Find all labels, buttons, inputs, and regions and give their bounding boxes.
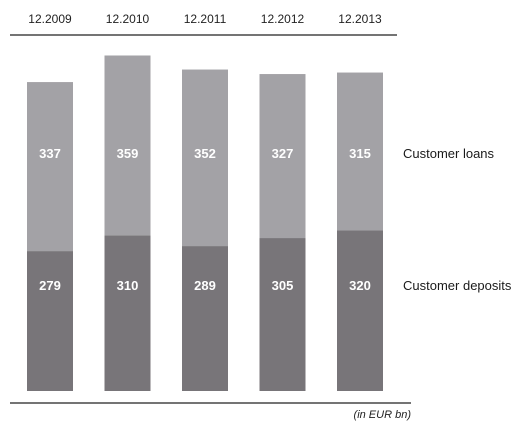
bar-customer-deposits-12-2009 — [27, 251, 73, 391]
bar-customer-deposits-12-2010 — [104, 235, 151, 391]
value-label-customer-deposits-12-2010: 310 — [117, 278, 139, 293]
bar-customer-loans-12-2011 — [182, 69, 228, 247]
category-label-12-2010: 12.2010 — [106, 12, 150, 26]
bar-customer-loans-12-2010 — [104, 55, 151, 236]
unit-note: (in EUR bn) — [354, 409, 412, 421]
value-label-customer-loans-12-2011: 352 — [194, 146, 216, 161]
value-label-customer-deposits-12-2012: 305 — [272, 278, 294, 293]
bar-customer-loans-12-2009 — [27, 82, 73, 252]
value-label-customer-loans-12-2009: 337 — [39, 146, 61, 161]
value-label-customer-deposits-12-2013: 320 — [349, 278, 371, 293]
category-labels: 12.2009 12.2010 12.2011 12.2012 12.2013 — [28, 12, 382, 26]
value-labels: 337 279 359 310 352 289 327 305 315 320 — [39, 146, 371, 293]
value-label-customer-loans-12-2010: 359 — [117, 146, 139, 161]
bar-customer-deposits-12-2012 — [259, 238, 306, 391]
category-label-12-2013: 12.2013 — [338, 12, 382, 26]
bar-customer-loans-12-2013 — [337, 72, 383, 231]
value-label-customer-loans-12-2013: 315 — [349, 146, 371, 161]
bar-customer-loans-12-2012 — [259, 74, 306, 239]
bars — [27, 55, 383, 391]
category-label-12-2009: 12.2009 — [28, 12, 72, 26]
legend-label-customer-loans: Customer loans — [403, 146, 495, 161]
category-label-12-2012: 12.2012 — [261, 12, 305, 26]
bar-customer-deposits-12-2013 — [337, 230, 383, 391]
legend-label-customer-deposits: Customer deposits — [403, 278, 512, 293]
value-label-customer-loans-12-2012: 327 — [272, 146, 294, 161]
bar-customer-deposits-12-2011 — [182, 246, 228, 391]
value-label-customer-deposits-12-2011: 289 — [194, 278, 216, 293]
value-label-customer-deposits-12-2009: 279 — [39, 278, 61, 293]
category-label-12-2011: 12.2011 — [184, 12, 227, 26]
